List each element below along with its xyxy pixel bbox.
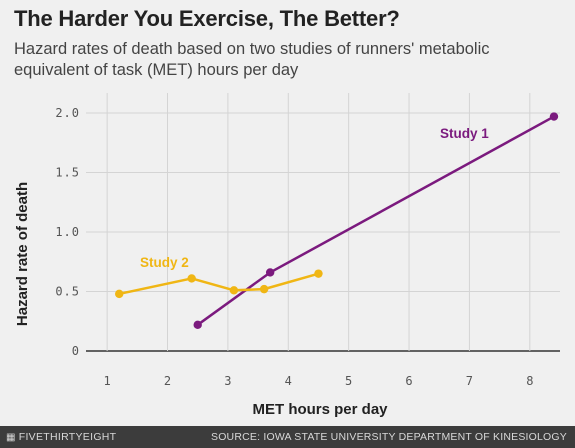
x-tick-label: 8 [526,374,533,388]
x-tick-label: 5 [345,374,352,388]
data-point [314,269,323,278]
chart-subtitle: Hazard rates of death based on two studi… [14,40,490,79]
y-axis-label: Hazard rate of death [14,182,31,326]
axes: 0 0.5 1.0 1.5 2.0 1 2 3 4 5 6 7 8 [55,106,533,388]
x-tick-label: 3 [224,374,231,388]
series: Study 1 Study 2 [115,112,559,330]
x-axis-label: MET hours per day [252,401,388,418]
grid [86,93,560,352]
x-tick-label: 6 [405,374,412,388]
series-label: Study 2 [140,255,189,270]
x-tick-label: 2 [164,374,171,388]
data-point [265,268,275,277]
x-tick-label: 7 [466,374,473,388]
fivethirtyeight-logo-icon: ▦ [6,432,16,443]
footer-bar: ▦ FIVETHIRTYEIGHT SOURCE: IOWA STATE UNIV… [0,426,575,448]
data-point [549,112,559,121]
chart-title: The Harder You Exercise, The Better? [14,6,400,31]
data-point [193,320,202,330]
y-tick-label: 1.0 [55,225,80,239]
y-tick-label: 0 [72,344,80,358]
footer-source: SOURCE: IOWA STATE UNIVERSITY DEPARTMENT… [210,431,567,443]
x-tick-label: 1 [104,374,111,388]
data-point [187,274,196,283]
x-tick-label: 4 [285,374,292,388]
footer-logo-text: FIVETHIRTYEIGHT [18,431,117,443]
footer-logo: ▦ FIVETHIRTYEIGHT [6,431,116,443]
data-point [229,286,239,295]
series-line [196,115,555,326]
line-chart: 0 0.5 1.0 1.5 2.0 1 2 3 4 5 6 7 8 Study 1 Study 2 MET… [14,93,560,418]
y-tick-label: 2.0 [55,106,80,120]
data-point [259,284,269,294]
series-label: Study 1 [440,126,489,141]
y-tick-label: 0.5 [55,285,80,299]
y-tick-label: 1.5 [55,166,80,180]
data-point [115,289,124,299]
